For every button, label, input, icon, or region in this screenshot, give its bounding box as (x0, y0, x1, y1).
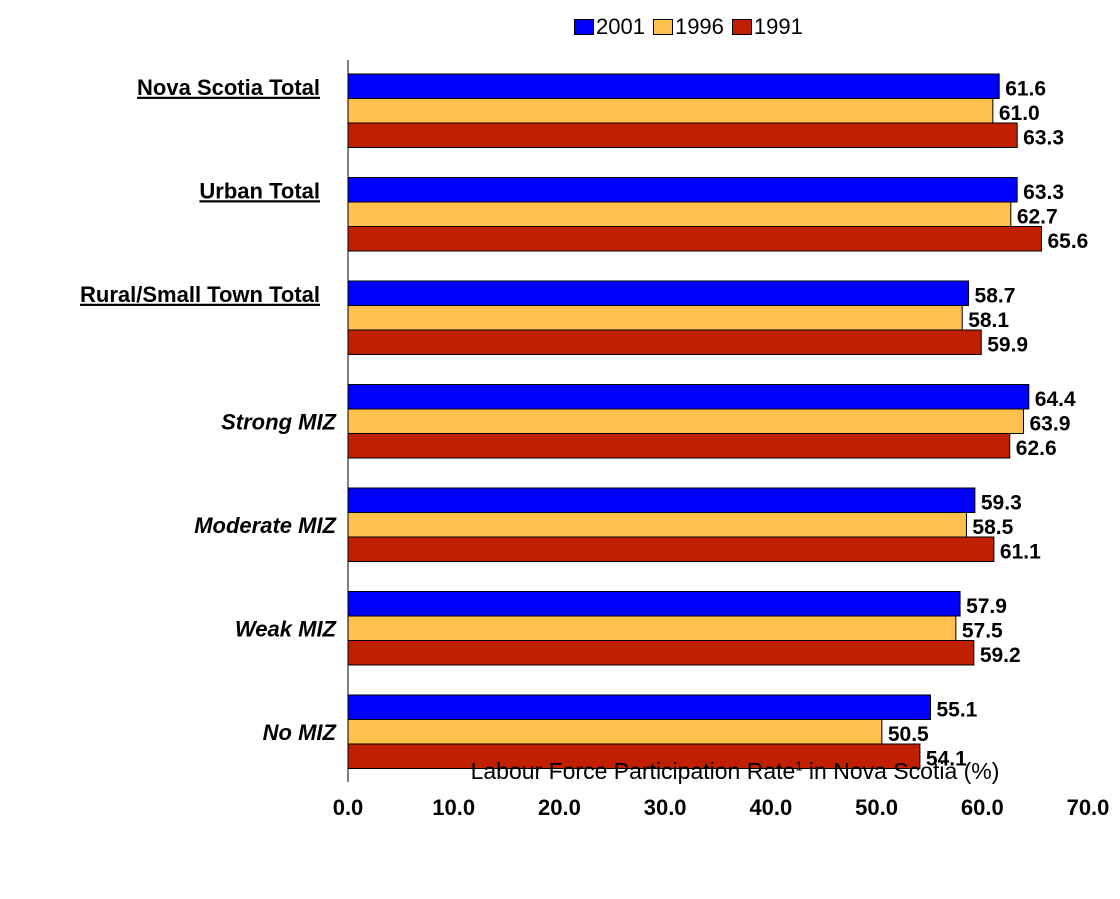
data-label-1991-1: 65.6 (1047, 230, 1088, 253)
data-label-2001-0: 61.6 (1005, 77, 1046, 100)
bar-1996-0 (347, 98, 994, 124)
x-tick-label-3: 30.0 (644, 795, 687, 820)
bar-2001-6 (347, 694, 931, 720)
data-label-1991-5: 59.2 (980, 644, 1021, 667)
data-label-2001-2: 58.7 (975, 284, 1016, 307)
bar-1991-0 (347, 122, 1018, 148)
data-label-2001-6: 55.1 (936, 698, 977, 721)
bar-1996-2 (347, 305, 963, 331)
data-label-1996-3: 63.9 (1030, 412, 1071, 435)
bar-1991-3 (347, 433, 1011, 459)
bar-1991-2 (347, 329, 982, 355)
x-axis-title: Labour Force Participation Rate1 in Nova… (0, 758, 1120, 785)
data-label-1991-3: 62.6 (1016, 437, 1057, 460)
x-tick-label-7: 70.0 (1067, 795, 1110, 820)
data-label-2001-4: 59.3 (981, 491, 1022, 514)
x-tick-label-6: 60.0 (961, 795, 1004, 820)
bar-1996-1 (347, 201, 1012, 227)
data-label-2001-5: 57.9 (966, 595, 1007, 618)
bar-1996-6 (347, 719, 883, 745)
bar-2001-0 (347, 73, 1000, 99)
x-tick-label-2: 20.0 (538, 795, 581, 820)
bar-2001-5 (347, 591, 961, 617)
x-tick-label-5: 50.0 (855, 795, 898, 820)
bar-2001-2 (347, 280, 970, 306)
data-label-1991-4: 61.1 (1000, 540, 1041, 563)
category-label-4: Moderate MIZ (194, 513, 337, 538)
bar-1996-4 (347, 512, 967, 538)
legend-item-2001: 2001 (574, 14, 645, 40)
bar-1991-5 (347, 640, 975, 666)
legend-swatch-2001 (574, 19, 594, 35)
data-label-1996-6: 50.5 (888, 723, 929, 746)
bar-1996-3 (347, 408, 1025, 434)
x-axis-title-footnote: 1 (795, 758, 803, 774)
x-tick-label-0: 0.0 (333, 795, 364, 820)
bar-1991-1 (347, 226, 1042, 252)
bar-2001-1 (347, 177, 1018, 203)
data-label-1996-0: 61.0 (999, 102, 1040, 125)
legend-label-2001: 2001 (596, 14, 645, 39)
legend-item-1991: 1991 (731, 14, 803, 40)
bar-2001-4 (347, 487, 976, 513)
x-axis-title-tail: in Nova Scotia (%) (802, 758, 1000, 784)
bar-1996-5 (347, 615, 957, 641)
legend-label-1991: 1991 (753, 14, 803, 39)
category-label-2: Rural/Small Town Total (80, 282, 320, 307)
data-label-1996-4: 58.5 (972, 516, 1013, 539)
data-label-1996-1: 62.7 (1017, 205, 1058, 228)
data-label-1991-2: 59.9 (987, 333, 1028, 356)
legend-swatch-1996 (652, 19, 673, 35)
bar-1991-6 (347, 743, 921, 769)
legend-swatch-1991 (731, 19, 752, 35)
legend-item-1996: 1996 (652, 14, 724, 40)
bar-1991-4 (347, 536, 995, 562)
bar-2001-3 (347, 384, 1030, 410)
data-label-2001-1: 63.3 (1023, 181, 1064, 204)
category-label-6: No MIZ (263, 720, 338, 745)
data-label-1996-2: 58.1 (968, 309, 1009, 332)
legend: 2001 1996 1991 (574, 14, 803, 40)
category-label-0: Nova Scotia Total (137, 75, 320, 100)
x-tick-label-4: 40.0 (749, 795, 792, 820)
x-tick-label-1: 10.0 (432, 795, 475, 820)
category-label-3: Strong MIZ (221, 409, 337, 434)
data-label-1991-0: 63.3 (1023, 126, 1064, 149)
data-label-2001-3: 64.4 (1035, 388, 1076, 411)
x-axis-title-main: Labour Force Participation Rate (470, 758, 796, 784)
data-label-1996-5: 57.5 (962, 619, 1003, 642)
legend-label-1996: 1996 (674, 14, 724, 39)
category-label-1: Urban Total (199, 178, 320, 203)
data-label-1991-6: 54.1 (926, 747, 967, 770)
category-label-5: Weak MIZ (235, 616, 338, 641)
